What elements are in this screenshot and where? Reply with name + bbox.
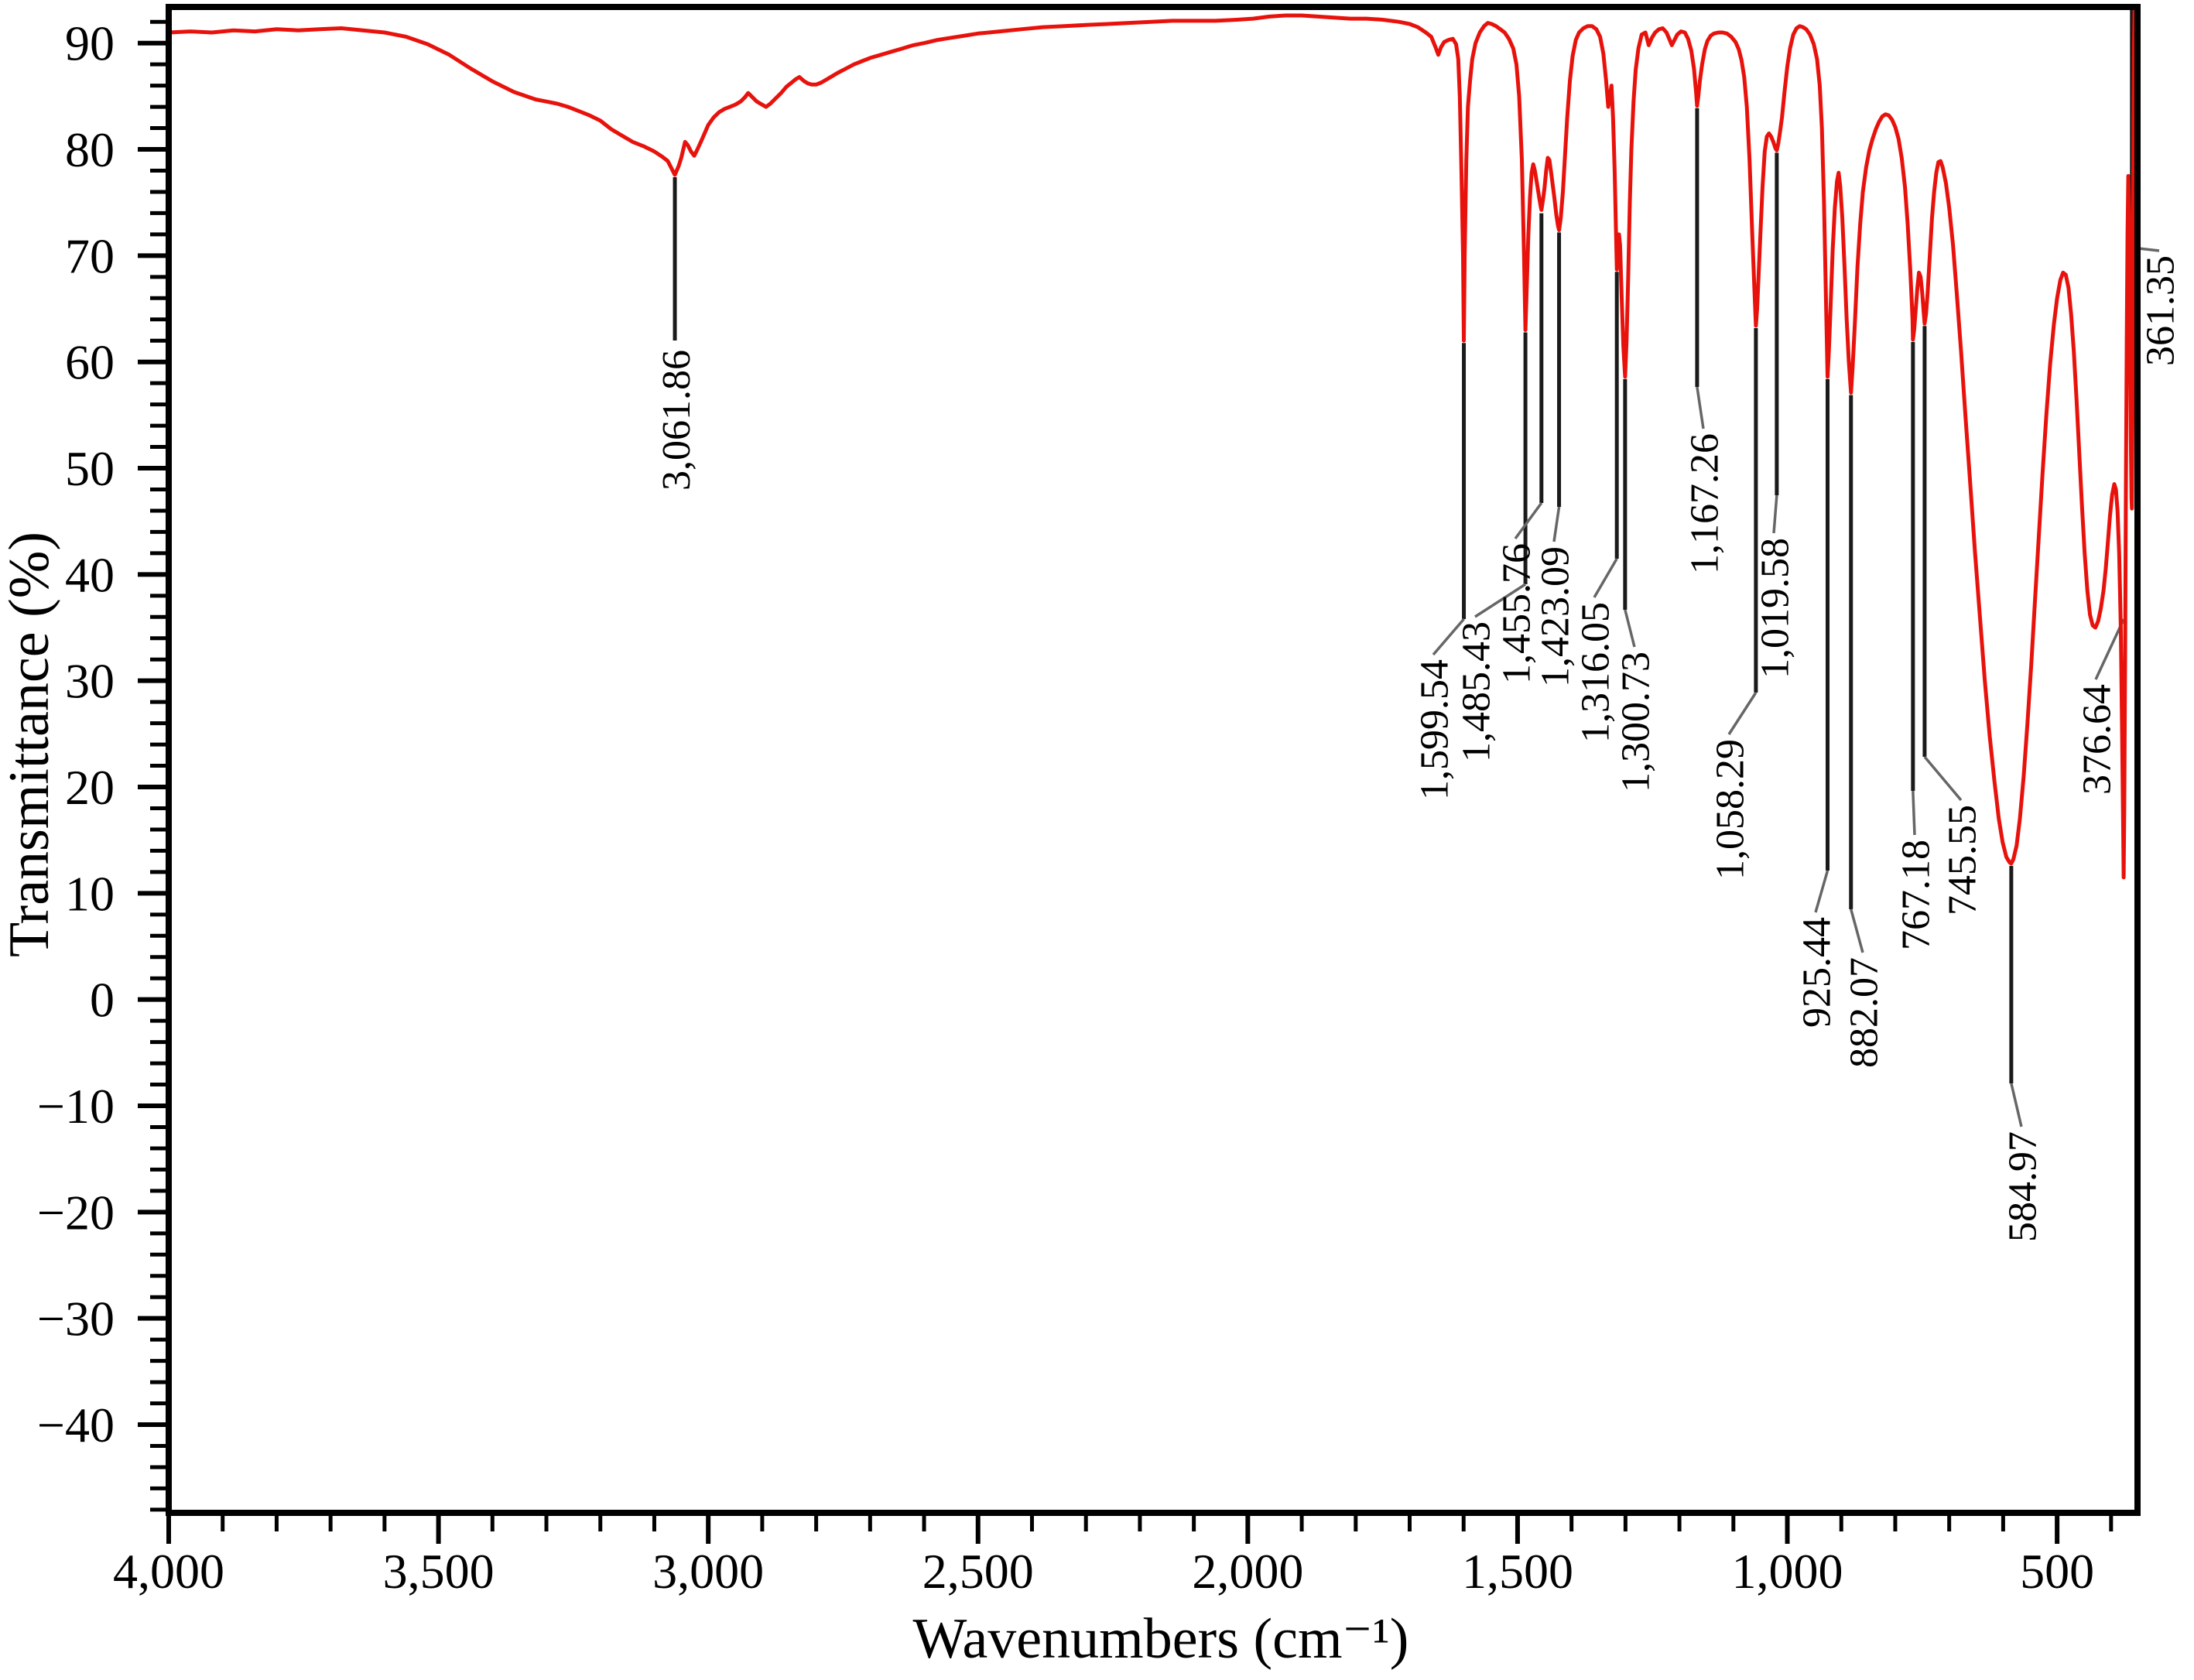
peak-label: 1,316.05	[1574, 602, 1618, 743]
peak-leader-diagonal	[1696, 386, 1705, 429]
x-axis-tick-label: 3,500	[383, 1544, 495, 1599]
peak-annotation: 1,019.58	[1754, 152, 1798, 679]
y-axis-tick-label: −20	[37, 1185, 115, 1240]
peak-annotation: 584.97	[2001, 865, 2045, 1242]
peak-annotation: 882.07	[1843, 395, 1887, 1068]
peak-annotation: 1,485.43	[1455, 332, 1528, 762]
peak-label: 1,423.09	[1534, 546, 1578, 687]
peak-leader-diagonal	[1474, 583, 1527, 618]
peak-annotation: 1,316.05	[1574, 272, 1619, 743]
axes-layer: 90 80 70 60 50 40 30 20 10 0 −10 −20 −30 −40 4,000 3,50…	[37, 4, 2141, 1599]
peak-annotation: 745.55	[1922, 326, 1985, 915]
y-axis-tick-label: 20	[65, 760, 115, 815]
peak-annotation: 1,599.54	[1413, 343, 1467, 800]
y-axis-tick-label: 70	[65, 228, 115, 283]
peak-leader-diagonal	[2010, 1083, 2023, 1127]
peak-annotation: 1,058.29	[1709, 327, 1758, 880]
y-axis-tick-label: 30	[65, 654, 115, 709]
peak-leader-diagonal	[1514, 501, 1543, 540]
peak-annotations-layer: 3,061.86 1,599.541,485.431,455.761,423.09…	[655, 9, 2183, 1242]
peak-label: 1,300.73	[1614, 652, 1658, 792]
y-axis-tick-label: 60	[65, 335, 115, 390]
peak-label: 1,167.26	[1683, 433, 1727, 574]
peak-annotation: 376.64	[2076, 618, 2125, 795]
peak-label: 1,455.76	[1495, 543, 1539, 684]
y-axis-tick-label: 80	[65, 122, 115, 177]
x-axis-tick-label: 3,000	[652, 1544, 764, 1599]
peak-annotation: 925.44	[1795, 378, 1840, 1028]
peak-label: 1,485.43	[1455, 621, 1499, 762]
peak-annotation: 1,423.09	[1534, 232, 1578, 687]
peak-label: 882.07	[1843, 957, 1887, 1068]
spectrum-layer	[166, 5, 2139, 880]
y-axis-tick-label: 40	[65, 547, 115, 602]
y-axis-tick-label: −30	[37, 1292, 115, 1346]
peak-leader-diagonal	[1727, 692, 1758, 735]
peak-label: 925.44	[1795, 917, 1840, 1028]
peak-leader-diagonal	[1814, 870, 1829, 913]
x-axis-tick-label: 1,000	[1732, 1544, 1843, 1599]
spectrum-line	[166, 5, 2139, 880]
peak-label: 767.18	[1895, 840, 1939, 950]
y-axis-title: Transmittance (%)	[0, 532, 61, 957]
x-axis-tick-label: 2,000	[1192, 1544, 1303, 1599]
peak-annotation: 767.18	[1895, 341, 1939, 950]
peak-label: 1,019.58	[1754, 538, 1798, 679]
peak-label: 361.35	[2139, 255, 2183, 366]
x-axis-title: Wavenumbers (cm⁻¹)	[913, 1607, 1409, 1671]
y-axis-tick-label: 50	[65, 441, 115, 496]
peak-leader-diagonal	[1923, 755, 1963, 802]
x-axis-tick-label: 2,500	[922, 1544, 1034, 1599]
y-axis-tick-label: 0	[90, 973, 115, 1028]
peak-annotation: 1,455.76	[1495, 213, 1544, 684]
peak-leader-diagonal	[1912, 790, 1916, 836]
peak-leader-diagonal	[1624, 609, 1636, 648]
peak-label: 584.97	[2001, 1131, 2045, 1242]
peak-label: 3,061.86	[655, 350, 699, 491]
peak-leader-diagonal	[1850, 908, 1864, 953]
y-axis-tick-label: 10	[65, 866, 115, 921]
peak-label: 376.64	[2076, 684, 2120, 795]
plot-frame	[166, 4, 2141, 1516]
peak-label: 1,599.54	[1413, 659, 1457, 800]
peak-label: 745.55	[1941, 805, 1985, 915]
peak-annotation: 1,167.26	[1683, 108, 1727, 574]
peak-leader-diagonal	[1552, 506, 1561, 542]
peak-leader-diagonal	[1593, 558, 1618, 598]
y-axis-tick-label: −10	[37, 1079, 115, 1134]
x-axis-tick-label: 1,500	[1462, 1544, 1573, 1599]
peak-label: 1,058.29	[1709, 739, 1753, 880]
y-axis-tick-label: −40	[37, 1398, 115, 1452]
peak-leader-diagonal	[1772, 494, 1778, 534]
peak-leader-diagonal	[1432, 618, 1465, 656]
y-axis-tick-label: 90	[65, 16, 115, 71]
x-axis-tick-label: 500	[2020, 1544, 2094, 1599]
x-axis-tick-label: 4,000	[113, 1544, 224, 1599]
peak-annotation: 3,061.86	[655, 176, 699, 491]
peak-annotation: 1,300.73	[1614, 378, 1658, 792]
